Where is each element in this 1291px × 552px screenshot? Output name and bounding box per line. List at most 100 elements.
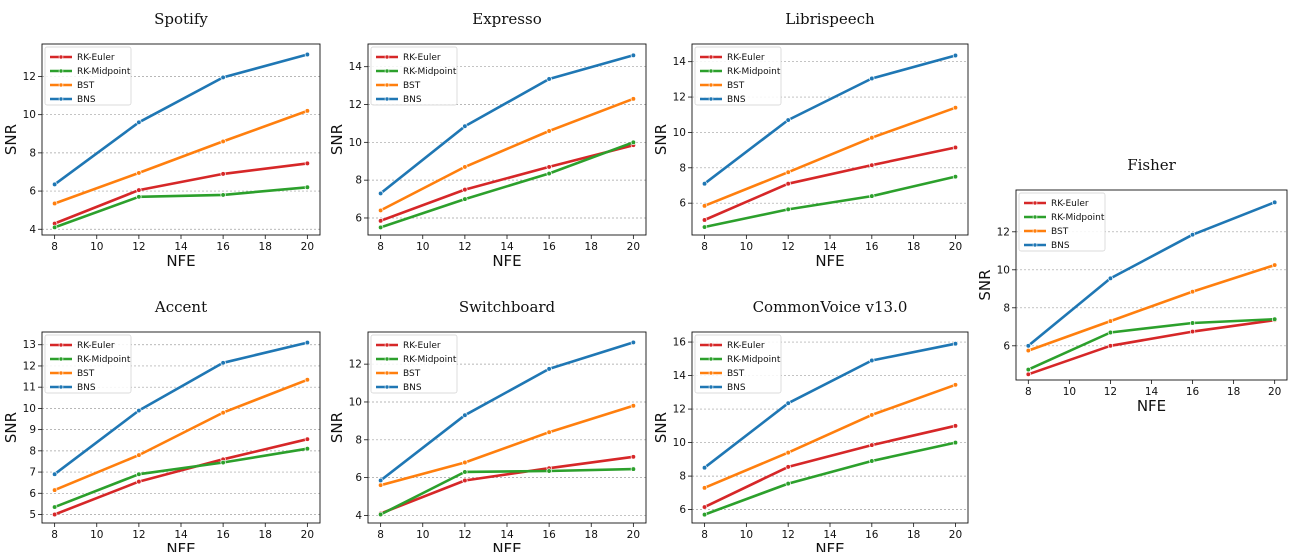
chart-panel: Accent 5 6 7 8 9 10 11 12 13 8 10 12 14 16 18 20 NFE SNR RK…: [2, 298, 321, 552]
data-point: [220, 360, 226, 366]
data-point: [701, 504, 708, 510]
data-point: [1025, 366, 1031, 373]
legend-box: [694, 46, 782, 106]
legend-label: BNS: [77, 95, 96, 105]
y-tick-label: 8: [1003, 302, 1010, 314]
legend-marker: [708, 82, 714, 88]
legend-marker: [384, 68, 390, 74]
chart-panel: Switchboard 4 6 8 10 12 8 10 12 14 16 18 20 NFE SNR RK-…: [328, 298, 647, 552]
y-tick-label: 6: [679, 504, 686, 516]
x-axis-label: NFE: [166, 252, 195, 270]
x-tick-label: 16: [865, 241, 879, 253]
y-tick-label: 8: [355, 175, 362, 187]
x-tick-label: 16: [216, 529, 230, 541]
data-point: [952, 341, 959, 347]
data-point: [1107, 318, 1114, 324]
legend-marker: [384, 96, 390, 102]
data-point: [630, 339, 637, 346]
x-tick-label: 14: [174, 529, 188, 541]
y-tick-label: 10: [23, 109, 36, 121]
plot-frame: [367, 331, 647, 524]
data-point: [546, 128, 552, 134]
data-point: [1025, 371, 1031, 377]
y-tick-label: 14: [349, 61, 363, 73]
data-point: [1189, 328, 1196, 335]
y-tick-label: 8: [679, 162, 686, 174]
legend: RK-Euler RK-Midpoint BST BNS: [44, 46, 132, 106]
series-line: [53, 186, 309, 229]
series-line: [379, 467, 635, 516]
series-line: [379, 97, 635, 212]
series-line: [379, 341, 635, 482]
data-point: [220, 192, 226, 198]
series-line: [53, 162, 309, 225]
data-point: [220, 409, 226, 416]
data-point: [462, 412, 468, 418]
y-tick-label: 10: [997, 264, 1010, 276]
legend-marker: [708, 68, 714, 74]
x-tick-label: 8: [377, 241, 384, 253]
data-point: [51, 181, 58, 188]
legend-box: [44, 334, 132, 394]
legend-label: BST: [727, 369, 745, 379]
y-tick-label: 16: [673, 337, 687, 349]
data-point: [462, 469, 468, 475]
y-tick-label: 6: [29, 488, 36, 500]
x-tick-label: 8: [377, 529, 384, 541]
data-point: [51, 200, 58, 207]
data-point: [546, 164, 552, 170]
legend-label: BST: [403, 369, 421, 379]
data-point: [220, 459, 226, 466]
data-point: [701, 511, 708, 518]
x-tick-label: 12: [132, 529, 145, 541]
y-tick-label: 14: [673, 56, 687, 68]
x-axis-label: NFE: [492, 252, 521, 270]
chart-title: Fisher: [1127, 156, 1176, 174]
legend-label: BNS: [727, 95, 746, 105]
data-point: [701, 485, 708, 491]
y-axis-label: SNR: [328, 124, 346, 155]
data-point: [785, 464, 791, 470]
legend-label: BNS: [1051, 241, 1070, 251]
legend-box: [370, 334, 458, 394]
x-tick-label: 18: [259, 241, 272, 253]
legend-label: RK-Euler: [77, 53, 115, 63]
data-point: [220, 171, 226, 177]
x-tick-label: 8: [1025, 386, 1032, 398]
plot-frame: [691, 331, 969, 524]
x-tick-label: 16: [216, 241, 230, 253]
y-axis-label: SNR: [2, 124, 20, 155]
data-point: [304, 160, 311, 167]
series-line: [379, 143, 635, 223]
data-point: [51, 504, 58, 510]
legend-marker: [384, 342, 390, 348]
data-point: [785, 206, 791, 213]
y-tick-label: 11: [23, 382, 36, 394]
data-point: [1107, 329, 1114, 336]
data-point: [136, 452, 142, 458]
legend-marker: [1032, 200, 1038, 206]
series-line: [379, 455, 635, 515]
x-tick-label: 14: [823, 529, 837, 541]
x-tick-label: 8: [51, 241, 58, 253]
legend-marker: [58, 82, 64, 88]
y-tick-label: 10: [349, 137, 362, 149]
data-point: [785, 169, 791, 175]
data-point: [869, 442, 875, 448]
data-point: [377, 511, 384, 518]
data-point: [462, 477, 468, 484]
x-tick-label: 18: [585, 241, 598, 253]
legend: RK-Euler RK-Midpoint BST BNS: [694, 46, 782, 106]
legend-box: [370, 46, 458, 106]
legend-label: RK-Euler: [727, 341, 765, 351]
data-point: [377, 190, 384, 197]
y-tick-label: 8: [29, 147, 36, 159]
legend-marker: [58, 96, 64, 102]
data-point: [1107, 275, 1114, 282]
chart-panel: Expresso 6 8 10 12 14 8 10 12 14 16 18 20 NFE SNR RK-Eu…: [328, 10, 647, 270]
data-point: [546, 468, 552, 474]
x-tick-label: 10: [740, 241, 753, 253]
legend-label: RK-Euler: [727, 53, 765, 63]
data-point: [1189, 320, 1196, 326]
data-point: [869, 357, 875, 364]
